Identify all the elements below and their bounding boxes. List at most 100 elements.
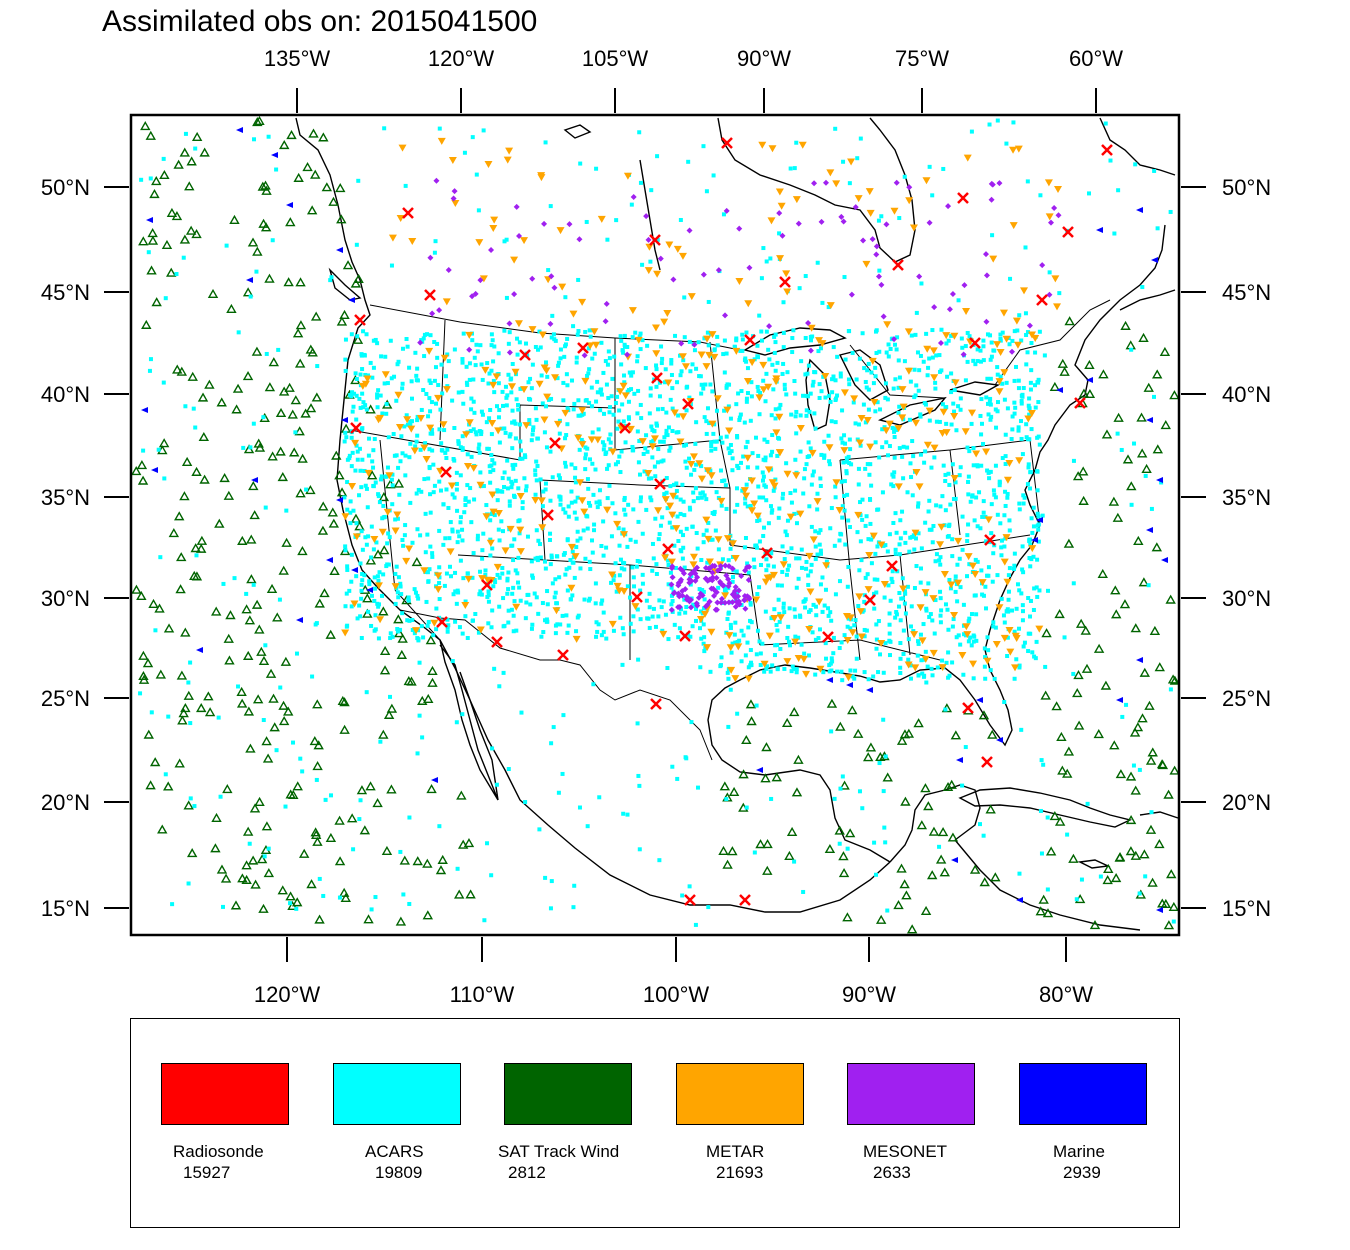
obs-marker-dot bbox=[912, 367, 917, 372]
obs-marker-dot bbox=[442, 428, 447, 433]
obs-marker-dot bbox=[543, 360, 548, 365]
obs-marker-dot bbox=[701, 606, 706, 611]
obs-marker-dot bbox=[628, 537, 633, 542]
obs-marker-dot bbox=[512, 599, 517, 604]
obs-marker-dot bbox=[770, 362, 775, 367]
obs-marker-dot bbox=[486, 599, 491, 604]
obs-marker-dot bbox=[431, 633, 436, 638]
obs-marker-dot bbox=[1149, 506, 1154, 511]
obs-marker-triangle-up bbox=[824, 843, 836, 854]
obs-marker-triangle-down bbox=[538, 331, 547, 339]
obs-marker-dot bbox=[470, 618, 475, 623]
obs-marker-dot bbox=[679, 549, 684, 554]
obs-marker-diamond bbox=[961, 282, 968, 289]
obs-marker-dot bbox=[839, 640, 844, 645]
obs-marker-dot bbox=[843, 542, 848, 547]
obs-marker-dot bbox=[698, 491, 703, 496]
obs-marker-dot bbox=[930, 673, 935, 678]
obs-marker-dot bbox=[880, 427, 885, 432]
obs-marker-dot bbox=[484, 420, 489, 425]
obs-marker-dot bbox=[670, 609, 675, 614]
obs-marker-dot bbox=[776, 597, 781, 602]
obs-marker-dot bbox=[670, 599, 675, 604]
obs-marker-dot bbox=[998, 374, 1003, 379]
obs-marker-dot bbox=[845, 492, 850, 497]
obs-marker-triangle-down bbox=[826, 302, 835, 310]
obs-marker-triangle-down bbox=[385, 472, 394, 480]
obs-marker-dot bbox=[415, 366, 420, 371]
obs-marker-dot bbox=[410, 617, 415, 622]
obs-marker-dot bbox=[407, 901, 412, 906]
obs-marker-dot bbox=[872, 606, 877, 611]
obs-marker-triangle-up bbox=[1141, 463, 1152, 474]
obs-marker-dot bbox=[496, 415, 501, 420]
obs-marker-triangle-up bbox=[230, 900, 242, 910]
obs-marker-dot bbox=[349, 464, 354, 469]
obs-marker-dot bbox=[826, 305, 831, 310]
west-coast bbox=[295, 117, 891, 913]
obs-marker-dot bbox=[638, 180, 643, 185]
obs-marker-dot bbox=[937, 353, 942, 358]
obs-marker-dot bbox=[953, 589, 958, 594]
obs-marker-dot bbox=[987, 122, 992, 127]
obs-marker-triangle-up bbox=[363, 914, 374, 924]
obs-marker-dot bbox=[513, 421, 518, 426]
obs-marker-dot bbox=[715, 343, 720, 348]
obs-marker-triangle-down bbox=[777, 202, 786, 210]
legend-count-marine: 2939 bbox=[1063, 1163, 1101, 1182]
obs-marker-diamond bbox=[693, 564, 700, 571]
obs-marker-dot bbox=[893, 615, 898, 620]
obs-marker-triangle-down bbox=[1005, 460, 1014, 468]
obs-marker-triangle-down bbox=[374, 582, 383, 590]
obs-marker-dot bbox=[864, 385, 869, 390]
obs-marker-dot bbox=[350, 450, 355, 455]
obs-marker-dot bbox=[699, 495, 704, 500]
obs-marker-diamond bbox=[818, 218, 825, 225]
obs-marker-dot bbox=[489, 873, 494, 878]
obs-marker-dot bbox=[991, 624, 996, 629]
obs-marker-triangle-up bbox=[1081, 663, 1093, 673]
obs-marker-dot bbox=[1137, 891, 1142, 896]
obs-marker-dot bbox=[912, 547, 917, 552]
obs-marker-triangle-up bbox=[312, 699, 323, 709]
obs-marker-dot bbox=[479, 362, 484, 367]
obs-marker-triangle-up bbox=[257, 181, 269, 191]
obs-marker-dot bbox=[504, 395, 509, 400]
obs-marker-triangle-left bbox=[956, 757, 963, 763]
obs-marker-triangle-up bbox=[1078, 466, 1089, 476]
obs-marker-dot bbox=[425, 532, 430, 537]
obs-marker-dot bbox=[703, 382, 708, 387]
obs-marker-dot bbox=[1019, 338, 1024, 343]
obs-marker-dot bbox=[563, 295, 568, 300]
legend-label-marine: Marine bbox=[1053, 1142, 1105, 1161]
obs-marker-dot bbox=[698, 626, 703, 631]
obs-marker-dot bbox=[897, 404, 902, 409]
obs-marker-cross bbox=[424, 289, 436, 301]
obs-marker-dot bbox=[530, 573, 535, 578]
obs-marker-triangle-down bbox=[440, 354, 449, 362]
obs-marker-triangle-down bbox=[676, 438, 685, 446]
obs-marker-dot bbox=[530, 575, 535, 580]
obs-marker-dot bbox=[465, 635, 470, 640]
obs-marker-dot bbox=[1098, 874, 1103, 879]
obs-marker-dot bbox=[592, 351, 597, 356]
obs-marker-triangle-up bbox=[243, 706, 255, 716]
obs-marker-triangle-up bbox=[463, 838, 475, 848]
obs-marker-dot bbox=[648, 495, 653, 500]
obs-marker-dot bbox=[434, 627, 439, 632]
obs-marker-dot bbox=[553, 590, 558, 595]
obs-marker-triangle-down bbox=[904, 367, 913, 375]
obs-marker-dot bbox=[706, 905, 711, 910]
obs-marker-dot bbox=[423, 511, 428, 516]
obs-marker-diamond bbox=[699, 592, 706, 599]
obs-marker-triangle-left bbox=[286, 202, 293, 208]
obs-marker-dot bbox=[394, 398, 399, 403]
obs-marker-triangle-up bbox=[923, 801, 934, 811]
obs-marker-cross bbox=[402, 207, 414, 219]
obs-marker-dot bbox=[968, 635, 973, 640]
obs-marker-dot bbox=[454, 720, 459, 725]
obs-marker-dot bbox=[186, 881, 191, 886]
obs-marker-dot bbox=[943, 472, 948, 477]
obs-marker-dot bbox=[480, 548, 485, 553]
obs-marker-triangle-up bbox=[305, 403, 317, 413]
